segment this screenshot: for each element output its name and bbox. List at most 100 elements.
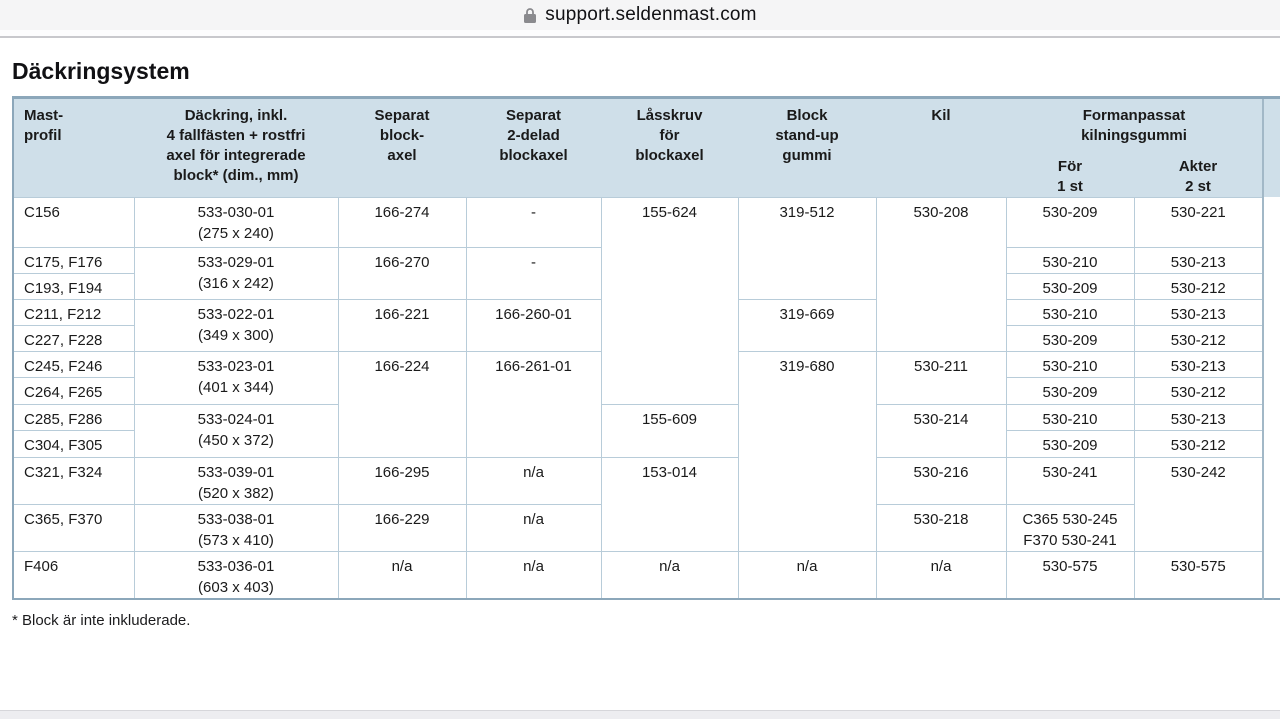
cell-mast-profile: C193, F194 <box>12 272 135 300</box>
cell-akter: 530-213 <box>1133 246 1264 274</box>
table-row: C304, F305 530-209 530-212 <box>12 429 1280 458</box>
col-header-separat-blockaxel: Separat block- axel <box>338 97 466 197</box>
cell-mast-profile: F406 <box>12 550 135 599</box>
cell-mast-profile: C245, F246 <box>12 350 135 378</box>
address-bar-url: support.seldenmast.com <box>545 4 757 25</box>
cell-for: 530-210 <box>1005 246 1135 274</box>
cell-dackring: 533-024-01 (450 x 372) <box>133 403 339 458</box>
cell-for: 530-209 <box>1005 429 1135 458</box>
cell-akter: 530-212 <box>1133 272 1264 300</box>
cell-for: 530-210 <box>1005 298 1135 326</box>
cell-standup-gummi: n/a <box>737 550 877 599</box>
cell-dackring: 533-039-01 (520 x 382) <box>133 456 339 505</box>
cell-kil: 530-218 <box>875 503 1007 552</box>
cell-2delad: - <box>465 246 602 300</box>
cell-for: 530-241 <box>1005 456 1135 505</box>
col-header-akter-2st: Akter 2 st <box>1134 154 1263 197</box>
cell-dackring: 533-023-01 (401 x 344) <box>133 350 339 405</box>
cell-akter: 530-213 <box>1133 403 1264 431</box>
cell-2delad: - <box>465 196 602 248</box>
col-header-mast-profil: Mast- profil <box>13 97 134 197</box>
cell-kil: 530-214 <box>875 403 1007 458</box>
table-footnote: * Block är inte inkluderade. <box>12 611 191 629</box>
col-header-kil: Kil <box>876 97 1006 197</box>
cell-blockaxel: 166-229 <box>337 503 467 552</box>
cell-akter: 530-242 <box>1133 456 1264 552</box>
table-row: C211, F212 533-022-01 (349 x 300) 166-22… <box>12 298 1280 352</box>
cell-akter: 530-213 <box>1133 298 1264 326</box>
cell-lasskruv: 155-624 <box>600 196 739 405</box>
table-row: C264, F265 530-209 530-212 <box>12 376 1280 405</box>
cell-kil: 530-216 <box>875 456 1007 505</box>
col-header-block-standup: Block stand-up gummi <box>738 97 876 197</box>
cell-dackring: 533-030-01 (275 x 240) <box>133 196 339 248</box>
cell-blockaxel: 166-224 <box>337 350 467 458</box>
lock-icon <box>523 7 537 24</box>
cell-mast-profile: C175, F176 <box>12 246 135 274</box>
cell-2delad: 166-261-01 <box>465 350 602 458</box>
table-body: C156 533-030-01 (275 x 240) 166-274 - 15… <box>12 196 1280 599</box>
table-row: C365, F370 533-038-01 (573 x 410) 166-22… <box>12 503 1280 552</box>
cell-mast-profile: C365, F370 <box>12 503 135 552</box>
cell-kil: 530-211 <box>875 350 1007 405</box>
cell-for: 530-209 <box>1005 272 1135 300</box>
table-header: Mast- profil Däckring, inkl. 4 fallfäste… <box>13 97 1280 197</box>
cell-lasskruv: n/a <box>600 550 739 599</box>
cell-akter: 530-212 <box>1133 376 1264 405</box>
table-row: C193, F194 530-209 530-212 <box>12 272 1280 300</box>
browser-bottom-bar[interactable] <box>0 710 1280 719</box>
cell-for: C365 530-245 F370 530-241 <box>1005 503 1135 552</box>
cell-mast-profile: C264, F265 <box>12 376 135 405</box>
col-header-lasskruv: Låsskruv för blockaxel <box>601 97 738 197</box>
cell-blockaxel: 166-270 <box>337 246 467 300</box>
cell-standup-gummi: 319-669 <box>737 298 877 352</box>
col-header-separat-2delad: Separat 2-delad blockaxel <box>466 97 601 197</box>
toolbar-divider <box>0 30 1280 38</box>
cell-for: 530-209 <box>1005 324 1135 352</box>
col-header-for-1st: För 1 st <box>1006 154 1134 197</box>
cell-for: 530-209 <box>1005 376 1135 405</box>
cell-akter: 530-212 <box>1133 429 1264 458</box>
table-row: F406 533-036-01 (603 x 403) n/a n/a n/a … <box>12 550 1280 599</box>
cell-2delad: n/a <box>465 503 602 552</box>
table-row: C321, F324 533-039-01 (520 x 382) 166-29… <box>12 456 1280 552</box>
cell-for: 530-575 <box>1005 550 1135 599</box>
cell-cutoff <box>1262 197 1280 599</box>
cell-blockaxel: 166-221 <box>337 298 467 352</box>
table-row: C227, F228 530-209 530-212 <box>12 324 1280 352</box>
cell-kil: n/a <box>875 550 1007 599</box>
cell-2delad: n/a <box>465 550 602 599</box>
cell-mast-profile: C321, F324 <box>12 456 135 505</box>
cell-blockaxel: 166-295 <box>337 456 467 505</box>
deck-ring-system-table: Mast- profil Däckring, inkl. 4 fallfäste… <box>12 96 1280 600</box>
cell-standup-gummi: 319-512 <box>737 196 877 300</box>
cell-kil: 530-208 <box>875 196 1007 352</box>
cell-blockaxel: 166-274 <box>337 196 467 248</box>
cell-akter: 530-213 <box>1133 350 1264 378</box>
table-row: C245, F246 533-023-01 (401 x 344) 166-22… <box>12 350 1280 552</box>
table-row: C285, F286 533-024-01 (450 x 372) 155-60… <box>12 403 1280 458</box>
cell-2delad: n/a <box>465 456 602 505</box>
cell-for: 530-209 <box>1005 196 1135 248</box>
cell-dackring: 533-022-01 (349 x 300) <box>133 298 339 352</box>
cell-dackring: 533-036-01 (603 x 403) <box>133 550 339 599</box>
cell-for: 530-210 <box>1005 350 1135 378</box>
table-row: C156 533-030-01 (275 x 240) 166-274 - 15… <box>12 196 1280 599</box>
browser-address-bar[interactable]: support.seldenmast.com <box>0 0 1280 30</box>
cell-mast-profile: C304, F305 <box>12 429 135 458</box>
col-header-formanpassat: Formanpassat kilningsgummi <box>1006 97 1263 155</box>
cell-standup-gummi: 319-680 <box>737 350 877 552</box>
table-row: C175, F176 533-029-01 (316 x 242) 166-27… <box>12 246 1280 300</box>
cell-lasskruv: 155-609 <box>600 403 739 458</box>
cell-for: 530-210 <box>1005 403 1135 431</box>
page-title: Däckringsystem <box>12 58 190 84</box>
cell-mast-profile: C285, F286 <box>12 403 135 431</box>
cell-mast-profile: C156 <box>12 196 135 248</box>
cell-mast-profile: C227, F228 <box>12 324 135 352</box>
cell-lasskruv: 153-014 <box>600 456 739 552</box>
cell-dackring: 533-029-01 (316 x 242) <box>133 246 339 300</box>
col-header-cutoff <box>1262 97 1280 197</box>
cell-blockaxel: n/a <box>337 550 467 599</box>
page-content: Däckringsystem Mast- profil Däckring, in… <box>0 58 1280 629</box>
cell-akter: 530-212 <box>1133 324 1264 352</box>
